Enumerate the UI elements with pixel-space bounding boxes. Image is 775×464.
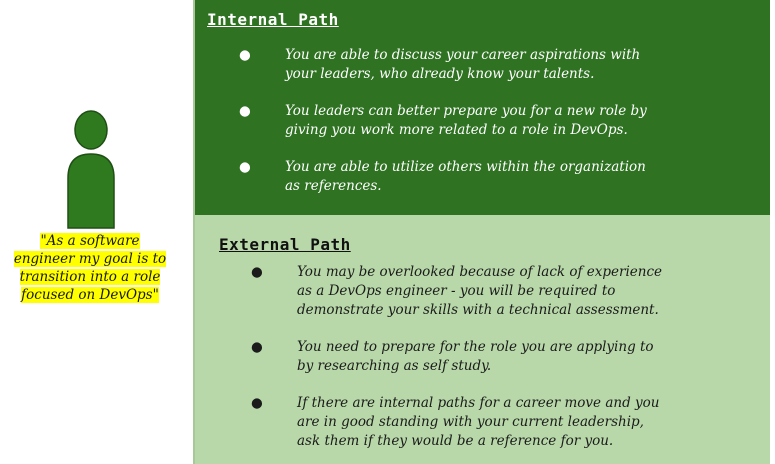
person-icon — [67, 110, 115, 229]
internal-path-list: ● You are able to discuss your career as… — [239, 46, 659, 214]
goal-quote: "As a software engineer my goal is to tr… — [10, 232, 170, 304]
list-item: ● You are able to utilize others within … — [239, 158, 659, 196]
bullet-text: You leaders can better prepare you for a… — [285, 103, 647, 138]
bullet-text: You need to prepare for the role you are… — [297, 339, 654, 374]
list-item: ● If there are internal paths for a care… — [251, 394, 671, 451]
bullet-text: If there are internal paths for a career… — [297, 395, 660, 449]
bullet-icon: ● — [239, 159, 251, 175]
bullet-text: You are able to discuss your career aspi… — [285, 47, 641, 82]
external-path-panel: External Path ● You may be overlooked be… — [193, 215, 770, 464]
bullet-icon: ● — [251, 339, 263, 355]
internal-path-title: Internal Path — [207, 10, 339, 29]
bullet-text: You may be overlooked because of lack of… — [297, 264, 663, 318]
bullet-icon: ● — [239, 47, 251, 63]
external-path-title: External Path — [219, 235, 351, 254]
bullet-icon: ● — [251, 395, 263, 411]
bullet-icon: ● — [251, 264, 263, 280]
goal-quote-text: "As a software engineer my goal is to tr… — [13, 233, 167, 303]
bullet-icon: ● — [239, 103, 251, 119]
bullet-text: You are able to utilize others within th… — [285, 159, 646, 194]
list-item: ● You leaders can better prepare you for… — [239, 102, 659, 140]
list-item: ● You are able to discuss your career as… — [239, 46, 659, 84]
list-item: ● You need to prepare for the role you a… — [251, 338, 671, 376]
list-item: ● You may be overlooked because of lack … — [251, 263, 671, 320]
external-path-list: ● You may be overlooked because of lack … — [251, 263, 671, 464]
internal-path-panel: Internal Path ● You are able to discuss … — [193, 0, 770, 215]
